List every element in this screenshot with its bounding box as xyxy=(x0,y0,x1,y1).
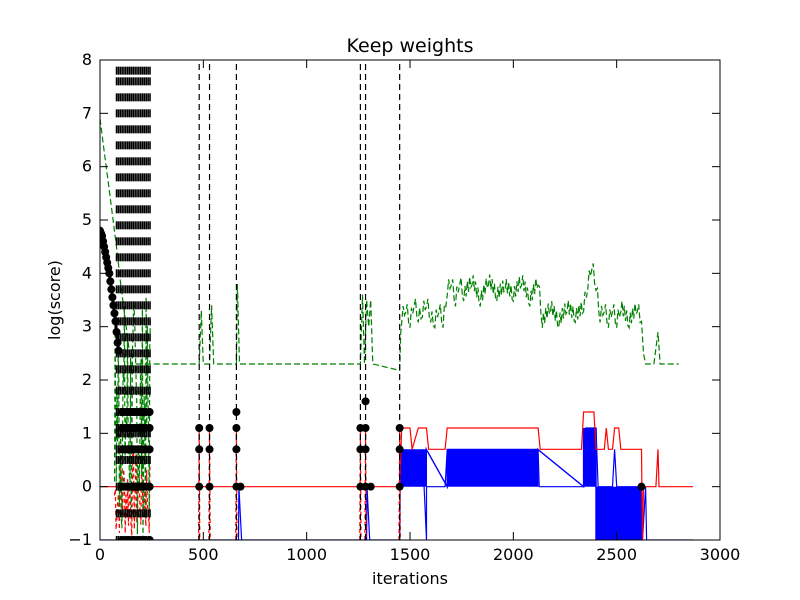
x-tick-label: 2500 xyxy=(596,545,637,564)
chart-title: Keep weights xyxy=(347,35,474,57)
y-tick-label: 2 xyxy=(82,370,92,389)
black-series-marker xyxy=(637,482,646,491)
black-series-marker xyxy=(205,445,214,454)
black-series-marker xyxy=(195,424,204,432)
black-series-marker xyxy=(195,482,204,491)
black-series-marker xyxy=(145,408,154,416)
black-series-marker xyxy=(361,445,370,454)
x-tick-label: 2000 xyxy=(493,545,534,564)
y-tick-label: −1 xyxy=(68,530,92,549)
y-tick-label: 1 xyxy=(82,423,92,442)
black-series-marker xyxy=(366,482,375,491)
black-series-marker xyxy=(195,445,204,454)
black-series-marker xyxy=(395,445,404,454)
plot-area xyxy=(100,60,694,540)
black-series-marker xyxy=(139,424,148,432)
black-series-marker xyxy=(232,445,241,454)
black-series-decay xyxy=(100,230,121,351)
y-tick-label: 3 xyxy=(82,317,92,336)
blue-series-dense xyxy=(399,427,642,540)
black-series-marker xyxy=(145,424,154,432)
x-tick-label: 0 xyxy=(95,545,105,564)
black-series-marker xyxy=(205,424,214,432)
y-tick-label: 5 xyxy=(82,210,92,229)
x-tick-label: 1000 xyxy=(286,545,327,564)
y-tick-label: 7 xyxy=(82,103,92,122)
y-tick-label: 0 xyxy=(82,477,92,496)
black-series-marker xyxy=(395,424,404,432)
black-series-marker xyxy=(145,536,154,540)
black-series-marker xyxy=(236,482,245,491)
x-tick-label: 3000 xyxy=(700,545,741,564)
black-series-marker xyxy=(232,408,241,416)
black-series-marker xyxy=(145,482,154,491)
black-series-marker xyxy=(395,482,404,491)
x-tick-label: 500 xyxy=(188,545,219,564)
y-tick-label: 4 xyxy=(82,263,92,282)
y-tick-label: 8 xyxy=(82,50,92,69)
black-series-marker xyxy=(145,445,154,454)
black-series-marker xyxy=(361,397,370,406)
black-series-marker xyxy=(139,482,148,491)
black-series-marker xyxy=(232,424,241,432)
green-series-line xyxy=(100,118,679,372)
black-series-marker xyxy=(139,408,148,416)
red-series-line xyxy=(100,411,694,540)
blue-series-line xyxy=(100,427,694,540)
x-axis-label: iterations xyxy=(372,569,448,588)
black-series-marker xyxy=(361,424,370,432)
y-axis-label: log(score) xyxy=(45,260,64,340)
x-tick-label: 1500 xyxy=(390,545,431,564)
black-series-marker xyxy=(205,482,214,491)
black-series-marker xyxy=(139,536,148,540)
black-series-marker xyxy=(139,445,148,454)
y-tick-label: 6 xyxy=(82,157,92,176)
